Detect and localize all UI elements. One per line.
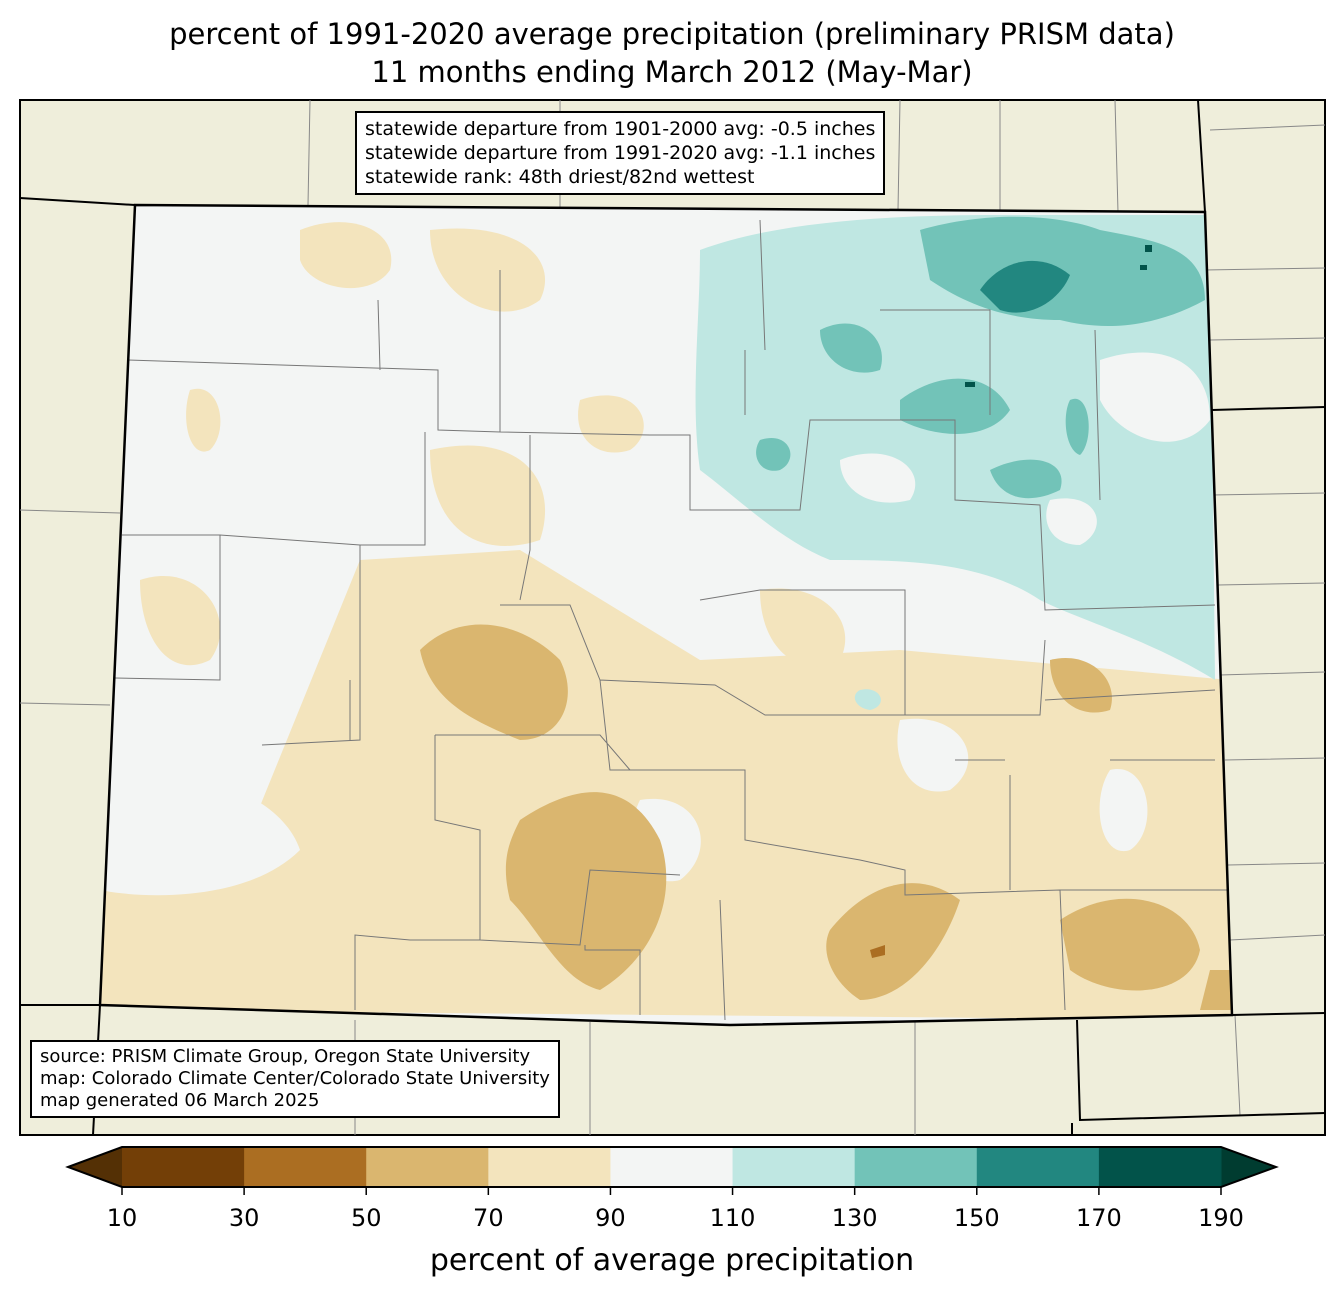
stats-departure-1991: statewide departure from 1991-2020 avg: … bbox=[365, 142, 876, 164]
colorbar-segment bbox=[122, 1147, 245, 1187]
colorbar-tick-label: 110 bbox=[709, 1204, 756, 1232]
colorbar-tick-label: 30 bbox=[228, 1204, 260, 1232]
county-lines bbox=[114, 219, 1230, 1021]
colorbar-tick-label: 190 bbox=[1198, 1204, 1244, 1232]
colorbar-tick-label: 10 bbox=[106, 1204, 138, 1232]
colorado-border bbox=[98, 203, 1234, 1027]
colorbar-tick-label: 170 bbox=[1075, 1204, 1122, 1232]
colorbar-segment bbox=[244, 1147, 367, 1187]
statewide-stats-box: statewide departure from 1901-2000 avg: … bbox=[355, 111, 886, 195]
generated-date-line: map generated 06 March 2025 bbox=[40, 1090, 320, 1111]
above-normal-150-170-regions bbox=[980, 260, 1070, 313]
colorbar-segment bbox=[366, 1147, 489, 1187]
colorbar-over-arrow bbox=[1221, 1147, 1276, 1187]
source-line: source: PRISM Climate Group, Oregon Stat… bbox=[40, 1046, 531, 1067]
near-normal-islands-east bbox=[840, 352, 1210, 545]
colorbar-segment bbox=[732, 1147, 856, 1187]
colorbar-label: percent of average precipitation bbox=[429, 1243, 915, 1278]
stats-rank: statewide rank: 48th driest/82nd wettest bbox=[365, 166, 755, 188]
map-title-line2: 11 months ending March 2012 (May-Mar) bbox=[371, 55, 973, 89]
colorbar bbox=[65, 1146, 1279, 1195]
stats-departure-1901: statewide departure from 1901-2000 avg: … bbox=[365, 118, 876, 140]
colorbar-segment bbox=[854, 1147, 978, 1187]
colorbar-tick-label: 50 bbox=[350, 1204, 382, 1232]
colorbar-tick-label: 90 bbox=[595, 1204, 626, 1232]
colorbar-tick-label: 130 bbox=[831, 1204, 878, 1232]
colorbar-segment bbox=[488, 1147, 611, 1187]
neighbor-county-lines bbox=[19, 99, 1326, 1135]
colorbar-tick-label: 70 bbox=[473, 1204, 504, 1232]
colorbar-segment bbox=[976, 1147, 1100, 1187]
below-normal-30-50-regions bbox=[870, 945, 885, 958]
source-box: source: PRISM Climate Group, Oregon Stat… bbox=[30, 1040, 560, 1118]
colorbar-segment bbox=[610, 1147, 734, 1187]
colorbar-segment bbox=[1098, 1147, 1222, 1187]
above-normal-170-190-regions bbox=[965, 245, 1152, 387]
map-credit-line: map: Colorado Climate Center/Colorado St… bbox=[40, 1068, 550, 1089]
below-normal-50-70-regions bbox=[420, 624, 1232, 1010]
map-title-line1: percent of 1991-2020 average precipitati… bbox=[169, 17, 1175, 51]
colorbar-tick-label: 150 bbox=[953, 1204, 1000, 1232]
colorbar-under-arrow bbox=[68, 1147, 122, 1187]
